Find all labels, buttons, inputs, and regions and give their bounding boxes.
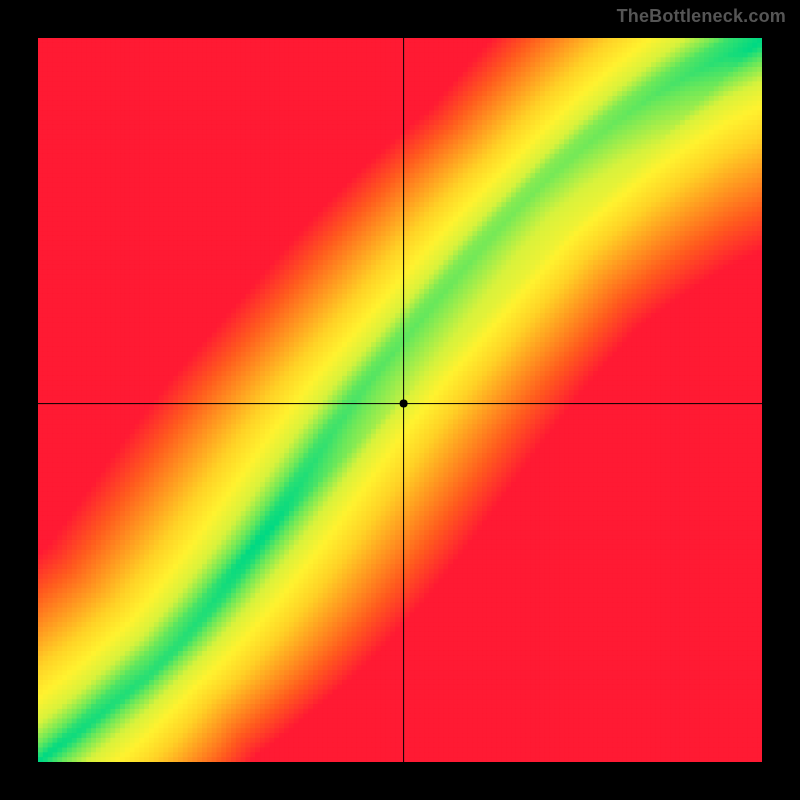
chart-container: TheBottleneck.com bbox=[0, 0, 800, 800]
bottleneck-heatmap-canvas bbox=[0, 0, 800, 800]
